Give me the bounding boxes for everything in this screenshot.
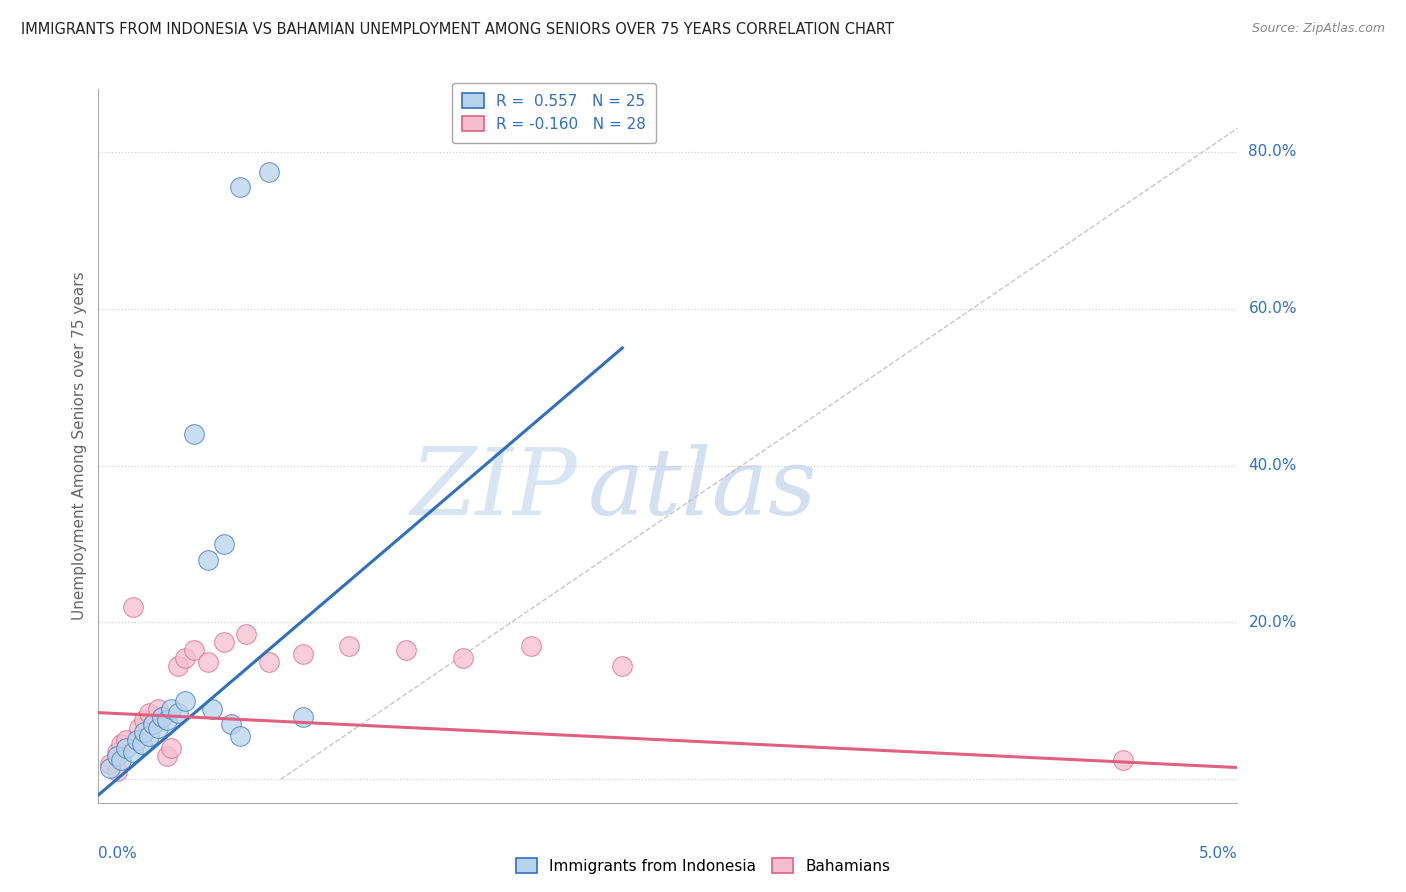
Text: 20.0%: 20.0% bbox=[1249, 615, 1296, 630]
Point bbox=[98, 756, 121, 771]
Point bbox=[228, 180, 250, 194]
Point bbox=[183, 643, 205, 657]
Text: 0.0%: 0.0% bbox=[98, 846, 138, 861]
Point bbox=[156, 748, 179, 763]
Point bbox=[105, 764, 128, 779]
Text: Source: ZipAtlas.com: Source: ZipAtlas.com bbox=[1251, 22, 1385, 36]
Point bbox=[160, 702, 183, 716]
Point bbox=[114, 740, 136, 755]
Point bbox=[105, 745, 128, 759]
Text: atlas: atlas bbox=[588, 444, 818, 533]
Point bbox=[219, 717, 242, 731]
Point bbox=[110, 753, 132, 767]
Point bbox=[292, 709, 315, 723]
Point bbox=[167, 706, 190, 720]
Point bbox=[121, 599, 143, 614]
Text: ZIP: ZIP bbox=[411, 444, 576, 533]
Point bbox=[174, 694, 197, 708]
Point bbox=[235, 627, 257, 641]
Point bbox=[131, 737, 153, 751]
Point bbox=[138, 706, 160, 720]
Point bbox=[142, 717, 165, 731]
Point bbox=[121, 745, 143, 759]
Point bbox=[1112, 753, 1135, 767]
Point bbox=[520, 639, 543, 653]
Point bbox=[127, 733, 149, 747]
Text: IMMIGRANTS FROM INDONESIA VS BAHAMIAN UNEMPLOYMENT AMONG SENIORS OVER 75 YEARS C: IMMIGRANTS FROM INDONESIA VS BAHAMIAN UN… bbox=[21, 22, 894, 37]
Text: 40.0%: 40.0% bbox=[1249, 458, 1296, 473]
Point bbox=[612, 658, 634, 673]
Point bbox=[259, 655, 281, 669]
Point bbox=[105, 748, 128, 763]
Point bbox=[451, 650, 474, 665]
Point bbox=[114, 733, 136, 747]
Point bbox=[337, 639, 360, 653]
Point bbox=[132, 714, 155, 728]
Text: 5.0%: 5.0% bbox=[1198, 846, 1237, 861]
Point bbox=[167, 658, 190, 673]
Y-axis label: Unemployment Among Seniors over 75 years: Unemployment Among Seniors over 75 years bbox=[72, 272, 87, 620]
Point bbox=[142, 717, 165, 731]
Point bbox=[201, 702, 224, 716]
Point bbox=[146, 721, 169, 735]
Point bbox=[138, 729, 160, 743]
Point bbox=[146, 702, 169, 716]
Point bbox=[160, 740, 183, 755]
Point bbox=[292, 647, 315, 661]
Point bbox=[150, 709, 173, 723]
Point bbox=[228, 729, 250, 743]
Text: 60.0%: 60.0% bbox=[1249, 301, 1296, 317]
Point bbox=[110, 737, 132, 751]
Point bbox=[259, 164, 281, 178]
Point bbox=[212, 537, 235, 551]
Point bbox=[98, 760, 121, 774]
Point bbox=[395, 643, 418, 657]
Point bbox=[212, 635, 235, 649]
Legend: R =  0.557   N = 25, R = -0.160   N = 28: R = 0.557 N = 25, R = -0.160 N = 28 bbox=[451, 83, 657, 143]
Text: 80.0%: 80.0% bbox=[1249, 145, 1296, 160]
Point bbox=[197, 655, 219, 669]
Point bbox=[128, 721, 150, 735]
Point bbox=[156, 714, 179, 728]
Point bbox=[197, 552, 219, 566]
Point bbox=[174, 650, 197, 665]
Point bbox=[150, 709, 173, 723]
Point bbox=[183, 427, 205, 442]
Point bbox=[132, 725, 155, 739]
Legend: Immigrants from Indonesia, Bahamians: Immigrants from Indonesia, Bahamians bbox=[509, 852, 897, 880]
